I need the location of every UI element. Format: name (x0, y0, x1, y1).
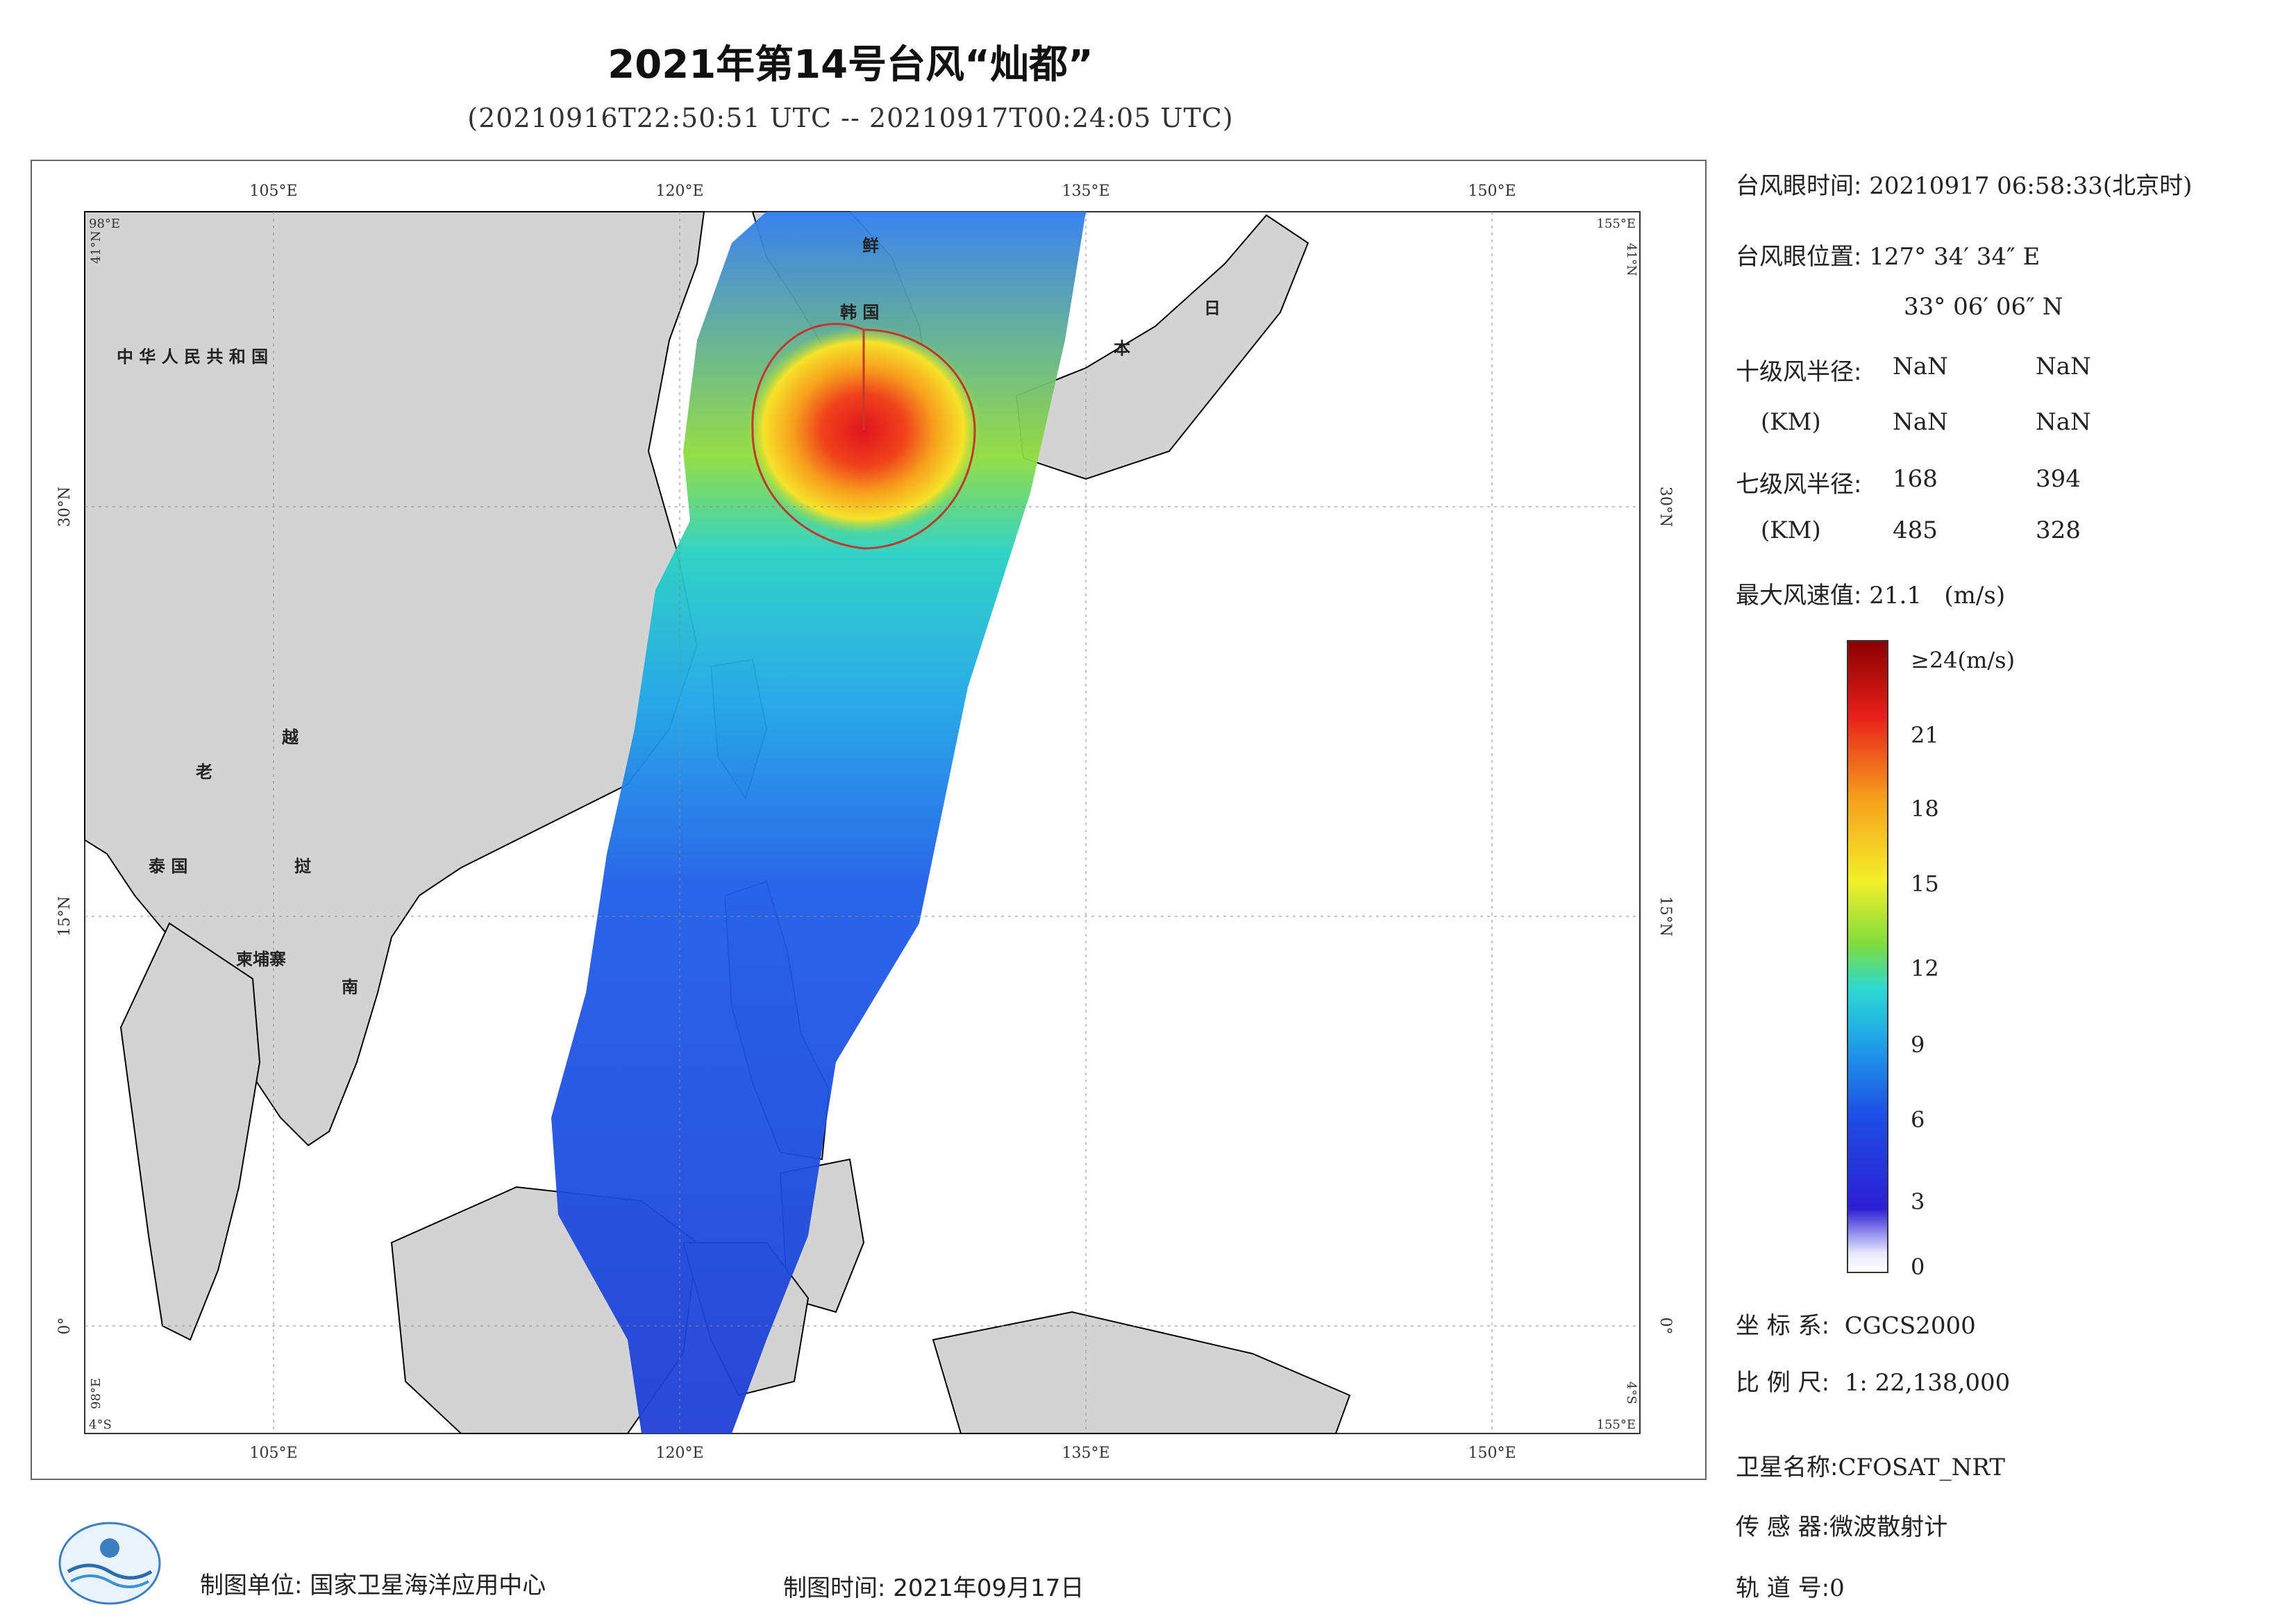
map-frame (31, 160, 1707, 1480)
colorbar-tick-9: 9 (1911, 1032, 1925, 1058)
eye-position-lon: 127° 34′ 34″ E (1869, 243, 2041, 271)
eye-time-label: 台风眼时间: (1736, 172, 1862, 200)
lat-tick-right-2: 15°N (1657, 896, 1674, 936)
lat-ticks: 30°N 15°N 0° 30°N 15°N 0° (56, 487, 1674, 1335)
scale-value: 1: 22,138,000 (1844, 1369, 2011, 1397)
max-wind-row: 最大风速值: 21.1 (m/s) (1736, 576, 2005, 610)
r10-unit: (KM) (1761, 408, 1821, 436)
lon-tick-top-2: 120°E (655, 183, 703, 200)
region-korea-south: 韩 国 (840, 303, 879, 322)
lon-tick-bottom-3: 135°E (1062, 1445, 1109, 1462)
wind-speed-colorbar (1847, 640, 1888, 1273)
lon-tick-bottom-2: 120°E (655, 1445, 703, 1462)
satellite-value: CFOSAT_NRT (1838, 1454, 2006, 1481)
region-vietnam-2: 南 (342, 977, 358, 997)
wind-field-map: 105°E 120°E 135°E 150°E 105°E 120°E 135°… (56, 183, 1674, 1462)
r10-value-1: NaN (1893, 353, 1948, 380)
crs-label: 坐 标 系: (1736, 1312, 1830, 1340)
region-cambodia: 柬埔寨 (236, 950, 286, 969)
r7-value-4: 328 (2036, 516, 2081, 544)
max-wind-unit: (m/s) (1944, 582, 2006, 609)
eye-position-label: 台风眼位置: (1736, 243, 1862, 271)
lon-ticks: 105°E 120°E 135°E 150°E 105°E 120°E 135°… (249, 183, 1516, 1462)
corner-br-lon: 155°E (1597, 1418, 1636, 1432)
eye-time-value: 20210917 06:58:33(北京时) (1869, 172, 2193, 200)
lon-tick-top-4: 150°E (1468, 183, 1516, 200)
time-range-subtitle: (20210916T22:50:51 UTC -- 20210917T00:24… (467, 103, 1234, 133)
lat-tick-left-2: 15°N (56, 896, 74, 936)
r7-value-2: 394 (2036, 465, 2081, 493)
lon-tick-top-3: 135°E (1062, 183, 1109, 200)
r7-value-1: 168 (1893, 465, 1938, 493)
region-vietnam: 越 (282, 728, 299, 747)
corner-br-lat: 4°S (1624, 1381, 1639, 1404)
region-laos-2: 挝 (294, 857, 312, 876)
lon-tick-top-1: 105°E (249, 183, 297, 200)
region-laos: 老 (196, 762, 212, 782)
region-korea-north: 鲜 (862, 236, 879, 255)
lat-tick-left-3: 0° (56, 1318, 74, 1335)
r10-value-4: NaN (2036, 408, 2091, 436)
colorbar-tick-18: 18 (1911, 796, 1939, 822)
colorbar-tick-12: 12 (1911, 955, 1939, 982)
eye-position-row: 台风眼位置: 127° 34′ 34″ E (1736, 237, 2040, 271)
corner-tr-lat: 41°N (1624, 243, 1639, 276)
sensor-value: 微波散射计 (1829, 1513, 1948, 1541)
region-labels: 中 华 人 民 共 和 国 鲜 韩 国 日 本 老 越 泰 国 挝 柬埔寨 南 (117, 236, 1221, 997)
region-china: 中 华 人 民 共 和 国 (117, 347, 268, 367)
nsoas-logo (54, 1517, 165, 1608)
colorbar-tick-0: 0 (1911, 1254, 1925, 1280)
eye-position-lat: 33° 06′ 06″ N (1904, 293, 2063, 321)
r7-unit: (KM) (1761, 516, 1821, 544)
crs-value: CGCS2000 (1844, 1312, 1976, 1340)
scale-label: 比 例 尺: (1736, 1369, 1830, 1397)
r7-label: 七级风半径: (1736, 471, 1862, 498)
region-japan-1: 日 (1204, 298, 1221, 318)
mapping-unit: 制图单位: 国家卫星海洋应用中心 (200, 1572, 546, 1599)
region-thailand: 泰 国 (149, 857, 187, 876)
lat-tick-right-1: 30°N (1657, 487, 1674, 527)
seven-level-wind-radius (751, 323, 976, 550)
satellite-label: 卫星名称: (1736, 1454, 1838, 1481)
r7-value-3: 485 (1893, 516, 1938, 544)
max-wind-label: 最大风速值: (1736, 582, 1862, 609)
scale-row: 比 例 尺: 1: 22,138,000 (1736, 1363, 2010, 1397)
map-title: 2021年第14号台风“灿都” (607, 42, 1093, 87)
satellite-row: 卫星名称:CFOSAT_NRT (1736, 1448, 2005, 1482)
orbit-row: 轨 道 号:0 (1736, 1569, 1845, 1603)
r10-label: 十级风半径: (1736, 358, 1862, 386)
crs-row: 坐 标 系: CGCS2000 (1736, 1306, 1976, 1340)
corner-bl-lon: 98°E (89, 1378, 103, 1409)
colorbar-tick-6: 6 (1911, 1107, 1925, 1133)
corner-tr-lon: 155°E (1597, 217, 1636, 231)
lat-tick-left-1: 30°N (56, 487, 74, 527)
lon-tick-bottom-1: 105°E (249, 1445, 297, 1462)
sensor-label: 传 感 器: (1736, 1513, 1830, 1541)
region-japan-2: 本 (1114, 339, 1130, 358)
orbit-value: 0 (1829, 1574, 1845, 1602)
graticule (85, 212, 1640, 1433)
corner-tl-lat: 41°N (89, 230, 103, 264)
colorbar-tick-21: 21 (1911, 722, 1939, 748)
eye-time-row: 台风眼时间: 20210917 06:58:33(北京时) (1736, 167, 2192, 201)
lon-tick-bottom-4: 150°E (1468, 1445, 1516, 1462)
lat-tick-right-3: 0° (1657, 1318, 1674, 1335)
corner-labels: 98°E 41°N 155°E 41°N 98°E 4°S 155°E 4°S (89, 217, 1639, 1432)
mapping-time: 制图时间: 2021年09月17日 (783, 1574, 1084, 1602)
corner-tl-lon: 98°E (89, 217, 120, 231)
colorbar-tick-15: 15 (1911, 871, 1939, 897)
max-wind-value: 21.1 (1869, 582, 1922, 609)
r10-value-2: NaN (2036, 353, 2091, 380)
orbit-label: 轨 道 号: (1736, 1574, 1830, 1602)
colorbar-tick-24: ≥24(m/s) (1911, 647, 2016, 673)
r10-value-3: NaN (1893, 408, 1948, 436)
sensor-row: 传 感 器:微波散射计 (1736, 1508, 1947, 1542)
corner-bl-lat: 4°S (89, 1418, 112, 1432)
colorbar-tick-3: 3 (1911, 1188, 1925, 1215)
